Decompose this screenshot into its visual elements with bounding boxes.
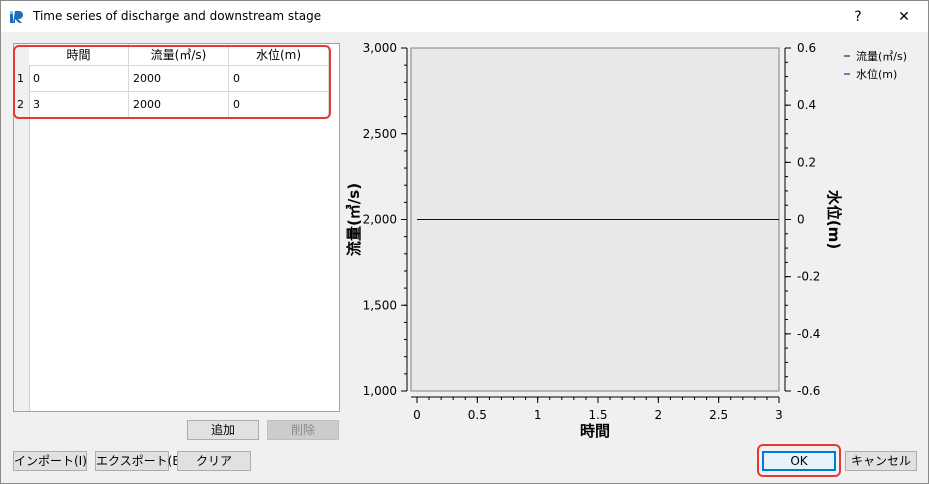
cancel-button[interactable]: キャンセル bbox=[845, 451, 917, 471]
x-tick-label: 2.5 bbox=[709, 408, 728, 422]
y2-tick-label: -0.2 bbox=[797, 270, 820, 284]
y2-tick-label: 0.2 bbox=[797, 155, 816, 169]
table-highlight-annotation bbox=[13, 45, 331, 119]
y2-tick-label: 0 bbox=[797, 213, 805, 227]
import-button[interactable]: インポート(I) bbox=[13, 451, 87, 471]
y-axis-title: 流量(㎥/s) bbox=[345, 183, 363, 256]
y-tick-label: 3,000 bbox=[363, 41, 397, 55]
x-tick-label: 1 bbox=[534, 408, 542, 422]
y-tick-label: 1,500 bbox=[363, 298, 397, 312]
legend-label: 水位(m) bbox=[856, 67, 897, 81]
discharge-stage-chart: 1,000 1,500 2,000 2,500 3,000 -0.6 -0.4 -0.2 0 0.… bbox=[341, 36, 921, 446]
x-tick-label: 0.5 bbox=[468, 408, 487, 422]
y2-tick-label: 0.4 bbox=[797, 98, 816, 112]
clear-button[interactable]: クリア bbox=[177, 451, 251, 471]
x-axis-title: 時間 bbox=[580, 422, 610, 440]
x-tick-label: 0 bbox=[413, 408, 421, 422]
x-tick-label: 3 bbox=[775, 408, 783, 422]
x-tick-label: 2 bbox=[655, 408, 663, 422]
y2-tick-label: -0.6 bbox=[797, 384, 820, 398]
title-bar: Time series of discharge and downstream … bbox=[1, 1, 928, 32]
help-button[interactable]: ? bbox=[835, 1, 881, 32]
app-logo-icon bbox=[9, 9, 25, 25]
ok-highlight-annotation bbox=[757, 444, 841, 477]
export-button[interactable]: エクスポート(E) bbox=[95, 451, 169, 471]
y-tick-label: 2,500 bbox=[363, 127, 397, 141]
x-tick-label: 1.5 bbox=[588, 408, 607, 422]
y-tick-label: 2,000 bbox=[363, 213, 397, 227]
add-button[interactable]: 追加 bbox=[187, 420, 259, 440]
legend-label: 流量(㎥/s) bbox=[856, 49, 907, 63]
delete-button[interactable]: 削除 bbox=[267, 420, 339, 440]
y2-tick-label: -0.4 bbox=[797, 327, 820, 341]
window-title: Time series of discharge and downstream … bbox=[33, 9, 321, 23]
y-tick-label: 1,000 bbox=[363, 384, 397, 398]
close-button[interactable]: ✕ bbox=[881, 1, 927, 32]
y2-tick-label: 0.6 bbox=[797, 41, 816, 55]
y2-axis-title: 水位(m) bbox=[825, 190, 843, 249]
